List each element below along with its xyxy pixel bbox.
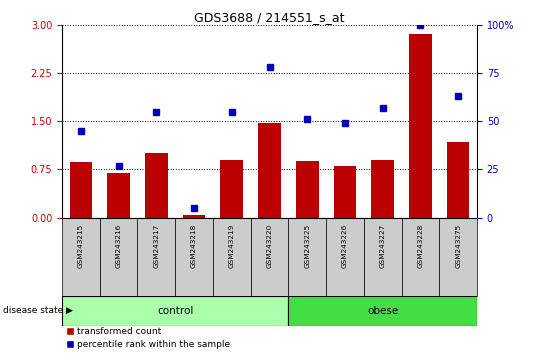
Bar	[334, 166, 356, 218]
Bar	[402, 218, 439, 296]
Text: GSM243218: GSM243218	[191, 224, 197, 268]
Bar	[288, 218, 326, 296]
Bar	[62, 218, 100, 296]
Text: GSM243216: GSM243216	[115, 224, 122, 268]
Text: GSM243226: GSM243226	[342, 224, 348, 268]
Bar	[62, 296, 288, 326]
Bar	[137, 218, 175, 296]
Text: GSM243219: GSM243219	[229, 224, 235, 268]
Text: GSM243225: GSM243225	[304, 224, 310, 268]
Bar	[220, 160, 243, 218]
Bar	[107, 173, 130, 218]
Bar	[100, 218, 137, 296]
Text: GSM243217: GSM243217	[153, 224, 160, 268]
Bar	[439, 218, 477, 296]
Bar	[326, 218, 364, 296]
Text: GSM243220: GSM243220	[266, 224, 273, 268]
Bar	[288, 296, 477, 326]
Bar	[364, 218, 402, 296]
Bar	[175, 218, 213, 296]
Legend: transformed count, percentile rank within the sample: transformed count, percentile rank withi…	[66, 327, 231, 349]
Bar	[213, 218, 251, 296]
Bar	[183, 215, 205, 218]
Text: GSM243228: GSM243228	[417, 224, 424, 268]
Title: GDS3688 / 214551_s_at: GDS3688 / 214551_s_at	[194, 11, 345, 24]
Text: GSM243215: GSM243215	[78, 224, 84, 268]
Bar	[371, 160, 394, 218]
Text: GSM243227: GSM243227	[379, 224, 386, 268]
Bar	[251, 218, 288, 296]
Bar	[296, 161, 319, 218]
Text: GSM243275: GSM243275	[455, 224, 461, 268]
Bar	[258, 122, 281, 218]
Bar	[145, 153, 168, 218]
Text: disease state ▶: disease state ▶	[3, 306, 73, 315]
Text: control: control	[157, 306, 194, 316]
Bar	[409, 34, 432, 218]
Text: obese: obese	[367, 306, 398, 316]
Bar	[447, 142, 469, 218]
Bar	[70, 162, 92, 218]
